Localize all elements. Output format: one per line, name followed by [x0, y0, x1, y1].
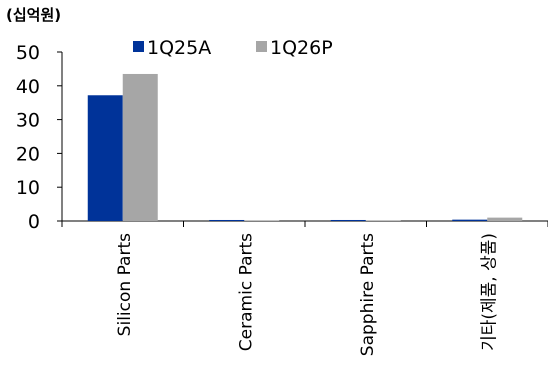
category-label: Silicon Parts — [115, 233, 135, 336]
legend-label-1q25a: 1Q25A — [147, 37, 211, 59]
y-tick-label: 0 — [28, 211, 40, 233]
bar-1q26p-3 — [487, 217, 523, 221]
unit-label: (십억원) — [6, 6, 62, 24]
category-label: 기타(제품, 상품) — [479, 233, 499, 351]
bar-1q26p-2 — [365, 220, 401, 221]
category-label: Ceramic Parts — [236, 233, 256, 351]
bar-1q26p-0 — [122, 73, 158, 221]
legend-swatch-1q25a — [133, 41, 144, 52]
legend-label-1q26p: 1Q26P — [270, 37, 333, 59]
y-tick-label: 40 — [16, 76, 40, 98]
bar-1q25a-1 — [209, 219, 245, 221]
bar-1q25a-3 — [452, 219, 488, 221]
legend-swatch-1q26p — [256, 41, 267, 52]
y-tick-label: 20 — [16, 143, 40, 165]
y-tick-label: 10 — [16, 177, 40, 199]
bar-1q26p-1 — [244, 220, 280, 221]
y-tick-label: 50 — [16, 42, 40, 64]
bar-1q25a-0 — [87, 95, 123, 221]
y-tick-label: 30 — [16, 110, 40, 132]
category-label: Sapphire Parts — [358, 233, 378, 356]
bar-1q25a-2 — [330, 219, 366, 221]
